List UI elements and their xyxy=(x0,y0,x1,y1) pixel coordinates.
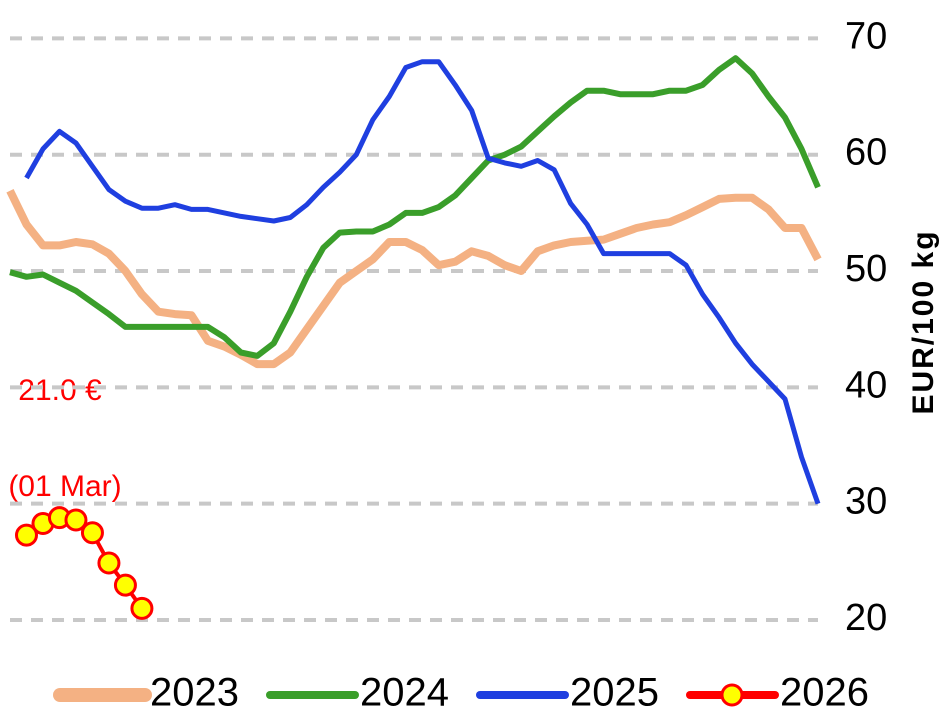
point xyxy=(80,521,104,545)
y-tick-label: 40 xyxy=(845,364,887,406)
point xyxy=(97,551,121,575)
y-axis-label: EUR/100 kg xyxy=(907,229,940,414)
y-tick-label: 70 xyxy=(845,15,887,57)
annotation-date: (01 Mar) xyxy=(8,470,121,503)
y-tick-label: 50 xyxy=(845,248,887,290)
y-tick-label: 60 xyxy=(845,132,887,174)
legend-label: 2023 xyxy=(150,671,239,715)
legend-label: 2026 xyxy=(780,671,869,715)
legend-label: 2024 xyxy=(360,671,449,715)
legend-label: 2025 xyxy=(570,671,659,715)
point xyxy=(64,508,88,532)
y-tick-label: 20 xyxy=(845,597,887,639)
point xyxy=(14,523,38,547)
series-line xyxy=(24,59,821,505)
point xyxy=(113,573,137,597)
series-line xyxy=(6,189,822,369)
series-line xyxy=(9,55,821,359)
legend-marker xyxy=(720,683,744,707)
point xyxy=(130,596,154,620)
annotation-value: 21.0 € xyxy=(18,374,102,407)
y-tick-label: 30 xyxy=(845,481,887,523)
